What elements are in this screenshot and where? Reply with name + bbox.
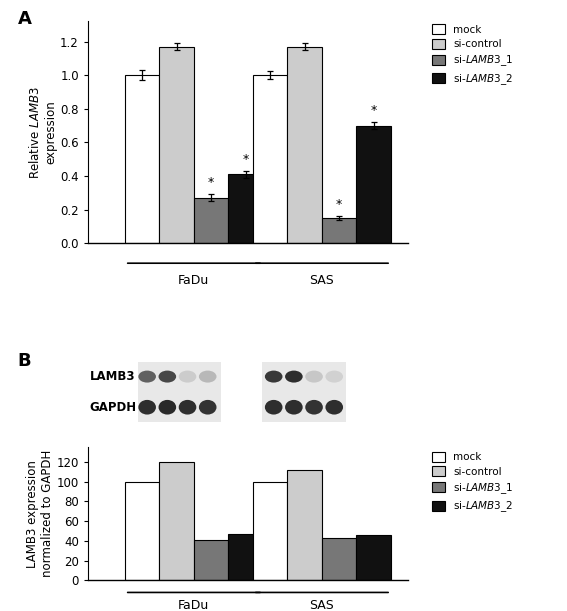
Ellipse shape — [159, 371, 176, 382]
Y-axis label: Relative $\mathit{LAMB3}$
expression: Relative $\mathit{LAMB3}$ expression — [28, 86, 57, 179]
Text: FaDu: FaDu — [178, 599, 209, 611]
Bar — [159, 46, 194, 243]
Text: *: * — [243, 153, 249, 166]
Text: GAPDH: GAPDH — [90, 401, 137, 414]
Bar — [253, 75, 287, 243]
Ellipse shape — [179, 371, 196, 382]
Bar — [253, 481, 287, 580]
Text: B: B — [18, 352, 31, 370]
Ellipse shape — [305, 400, 323, 414]
Ellipse shape — [305, 371, 323, 382]
Ellipse shape — [285, 400, 303, 414]
Text: A: A — [18, 10, 31, 28]
Ellipse shape — [325, 371, 343, 382]
Bar — [357, 126, 391, 243]
Text: *: * — [336, 199, 342, 211]
Bar — [159, 462, 194, 580]
Text: SAS: SAS — [310, 274, 335, 287]
Text: *: * — [208, 177, 214, 189]
Ellipse shape — [138, 400, 156, 414]
Ellipse shape — [265, 371, 282, 382]
Text: LAMB3: LAMB3 — [90, 370, 135, 383]
Ellipse shape — [325, 400, 343, 414]
Text: SAS: SAS — [310, 599, 335, 611]
Ellipse shape — [265, 400, 282, 414]
Ellipse shape — [199, 400, 217, 414]
Bar — [125, 481, 159, 580]
Ellipse shape — [179, 400, 196, 414]
Bar — [229, 174, 263, 243]
Ellipse shape — [138, 371, 156, 382]
Bar — [194, 540, 229, 580]
Legend: mock, si-control, si-$\mathit{LAMB3}$_1, si-$\mathit{LAMB3}$_2: mock, si-control, si-$\mathit{LAMB3}$_1,… — [429, 450, 516, 516]
Bar — [287, 46, 322, 243]
Bar — [287, 470, 322, 580]
Ellipse shape — [285, 371, 303, 382]
Text: *: * — [371, 104, 377, 117]
Y-axis label: LAMB3 expression
normalized to GAPDH: LAMB3 expression normalized to GAPDH — [26, 450, 54, 577]
Bar — [125, 75, 159, 243]
Text: FaDu: FaDu — [178, 274, 209, 287]
Bar — [194, 198, 229, 243]
Bar — [138, 362, 221, 422]
Bar — [263, 362, 346, 422]
Ellipse shape — [159, 400, 176, 414]
Legend: mock, si-control, si-$\mathit{LAMB3}$_1, si-$\mathit{LAMB3}$_2: mock, si-control, si-$\mathit{LAMB3}$_1,… — [429, 22, 516, 89]
Bar — [357, 535, 391, 580]
Ellipse shape — [199, 371, 217, 382]
Bar — [322, 218, 357, 243]
Bar — [229, 534, 263, 580]
Bar — [322, 538, 357, 580]
